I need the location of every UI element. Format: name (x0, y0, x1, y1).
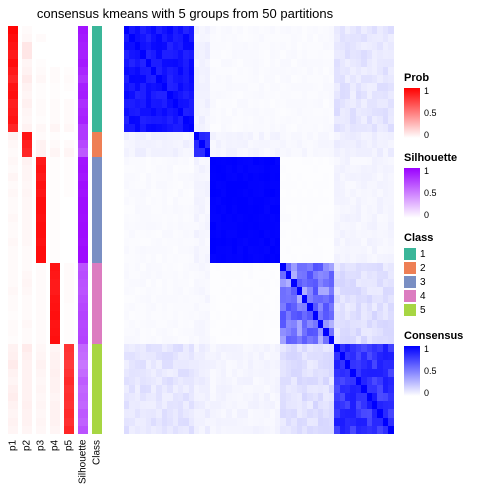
anno-col-p5 (64, 26, 74, 434)
legends: Prob10.50 Silhouette10.50 Class12345 Consen… (404, 72, 500, 410)
plot-title: consensus kmeans with 5 groups from 50 p… (0, 6, 370, 21)
legend-consensus: Consensus10.50 (404, 330, 500, 396)
consensus-heatmap (124, 26, 394, 434)
axis-label: p3 (36, 440, 46, 496)
axis-label: p1 (8, 440, 18, 496)
column-labels: p1p2p3p4p5 Silhouette Class (8, 440, 102, 496)
legend-class: Class12345 (404, 232, 500, 316)
axis-label: p2 (22, 440, 32, 496)
axis-label: Silhouette (78, 440, 88, 496)
axis-label: Class (92, 440, 102, 496)
anno-col-silhouette (78, 26, 88, 434)
axis-label: p4 (50, 440, 60, 496)
legend-prob: Prob10.50 (404, 72, 500, 138)
axis-label: p5 (64, 440, 74, 496)
anno-col-p4 (50, 26, 60, 434)
anno-col-class (92, 26, 102, 434)
anno-col-p3 (36, 26, 46, 434)
anno-col-p1 (8, 26, 18, 434)
anno-col-p2 (22, 26, 32, 434)
plot-area (8, 26, 394, 434)
legend-silhouette: Silhouette10.50 (404, 152, 500, 218)
